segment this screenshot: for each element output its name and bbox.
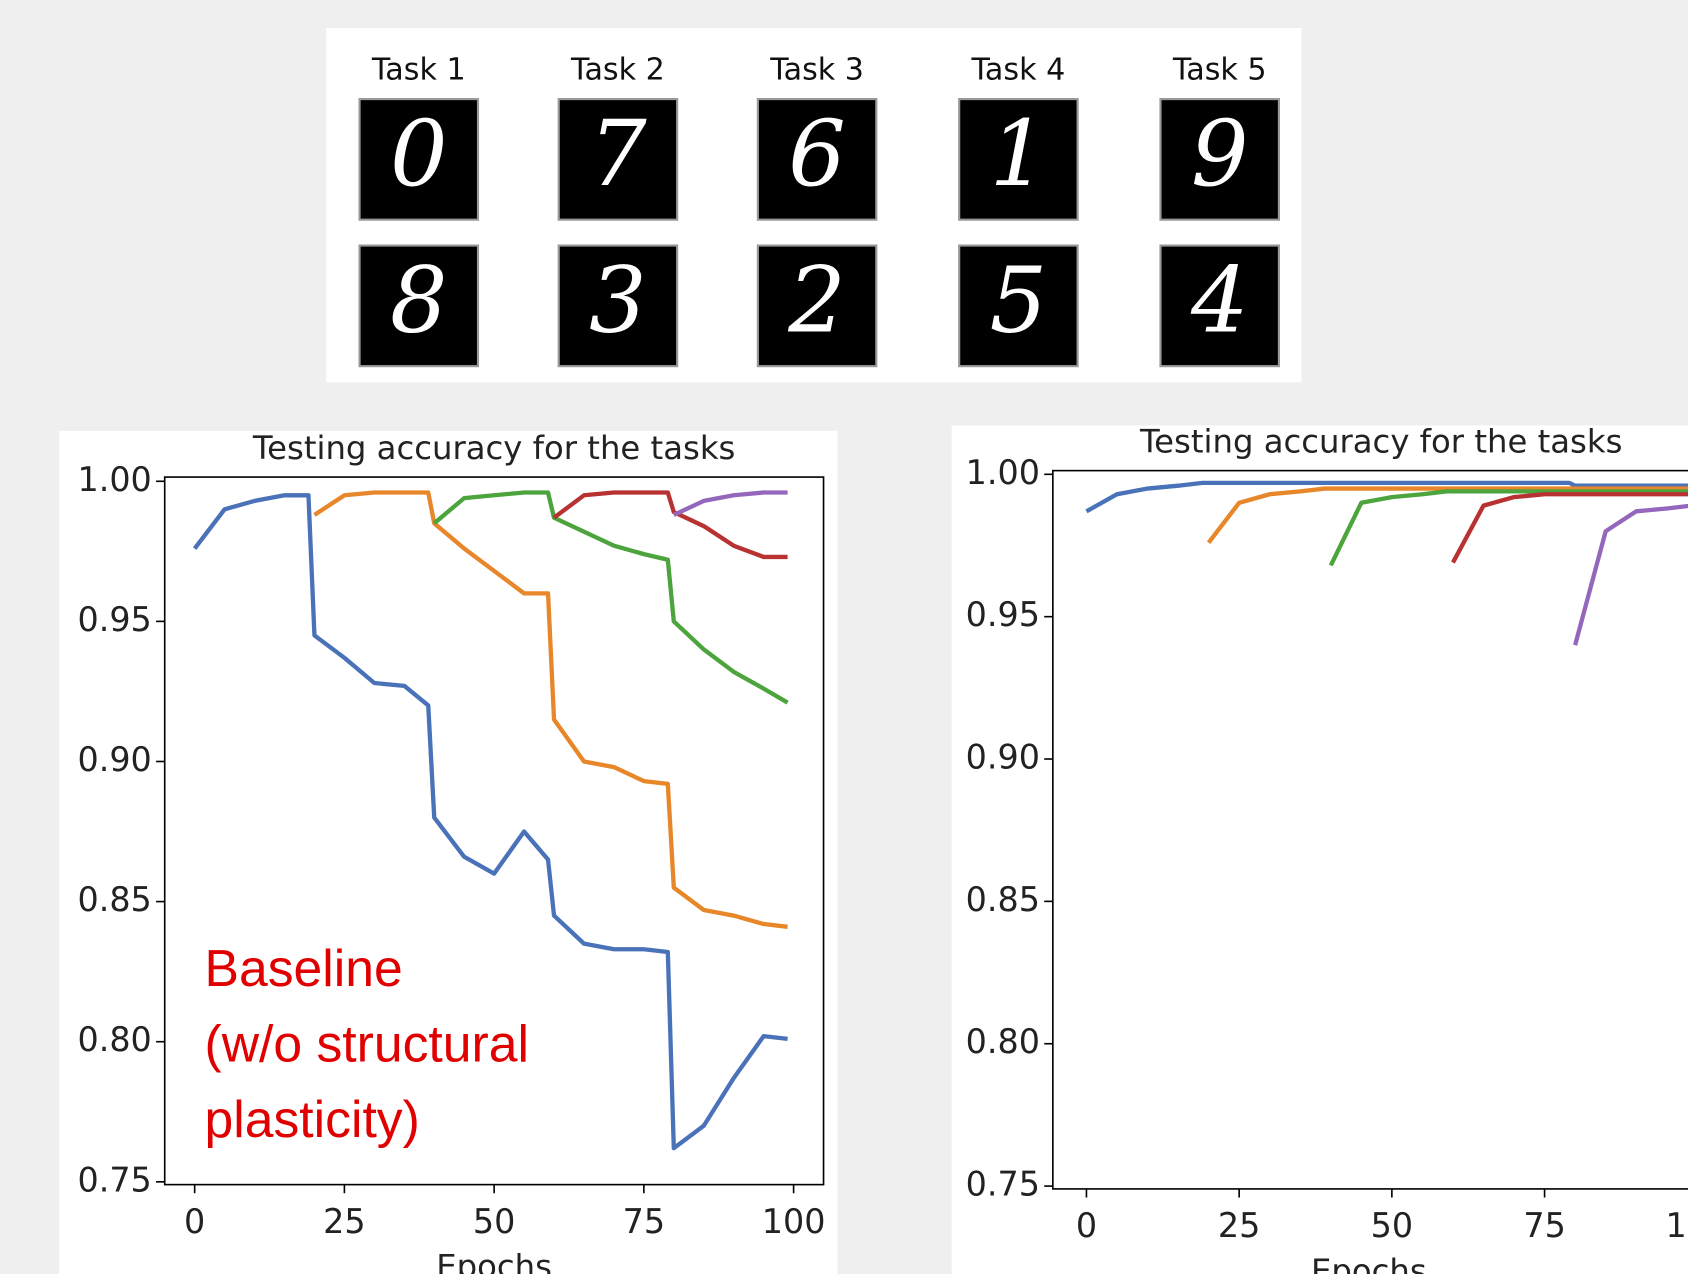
x-tick-label: 50 <box>473 1202 515 1241</box>
chart-background <box>59 431 837 1274</box>
digit: 6 <box>788 102 846 207</box>
digit: 9 <box>1191 102 1249 207</box>
y-tick-label: 0.95 <box>78 600 152 639</box>
annotation: Baseline <box>205 939 403 997</box>
chart-background <box>952 425 1688 1274</box>
y-tick-label: 0.95 <box>966 595 1040 634</box>
annotation: plasticity) <box>205 1090 420 1148</box>
y-tick-label: 0.75 <box>78 1160 152 1199</box>
x-tick-label: 75 <box>1523 1206 1565 1245</box>
x-tick-label: 100 <box>762 1202 826 1241</box>
task-label: Task 4 <box>971 53 1066 88</box>
digit: 4 <box>1190 248 1249 353</box>
digit: 1 <box>990 102 1048 207</box>
digit: 0 <box>390 102 448 207</box>
y-tick-label: 0.90 <box>966 738 1040 777</box>
slide: Task 1Task 2Task 3Task 4Task 50761983254… <box>0 0 1688 1274</box>
digit: 3 <box>589 248 647 353</box>
y-tick-label: 0.75 <box>966 1165 1040 1204</box>
digit: 8 <box>390 248 448 353</box>
y-tick-label: 1.00 <box>966 453 1040 492</box>
page: {"task_panel":{"tasks":["Task 1","Task 2… <box>0 0 1688 1274</box>
x-tick-label: 100 <box>1665 1206 1688 1245</box>
y-tick-label: 0.90 <box>78 740 152 779</box>
annotation: (w/o structural <box>205 1014 529 1072</box>
digit: 7 <box>589 102 647 207</box>
x-tick-label: 75 <box>623 1202 665 1241</box>
y-tick-label: 0.80 <box>966 1022 1040 1061</box>
task-label: Task 2 <box>570 53 665 88</box>
chart-title: Testing accuracy for the tasks <box>252 429 735 467</box>
x-tick-label: 25 <box>1218 1206 1260 1245</box>
y-tick-label: 0.85 <box>966 880 1040 919</box>
x-tick-label: 50 <box>1371 1206 1413 1245</box>
y-tick-label: 0.85 <box>78 880 152 919</box>
x-axis-label: Epochs <box>436 1248 552 1274</box>
task-label: Task 5 <box>1172 53 1267 88</box>
task-label: Task 3 <box>769 53 864 88</box>
digit: 5 <box>990 248 1048 353</box>
chart-title: Testing accuracy for the tasks <box>1139 423 1622 461</box>
digit: 2 <box>787 248 846 353</box>
y-tick-label: 1.00 <box>78 460 152 499</box>
x-tick-label: 0 <box>184 1202 205 1241</box>
y-tick-label: 0.80 <box>78 1020 152 1059</box>
task-label: Task 1 <box>371 53 466 88</box>
x-axis-label: Epochs <box>1311 1252 1427 1274</box>
x-tick-label: 0 <box>1076 1206 1097 1245</box>
x-tick-label: 25 <box>323 1202 365 1241</box>
